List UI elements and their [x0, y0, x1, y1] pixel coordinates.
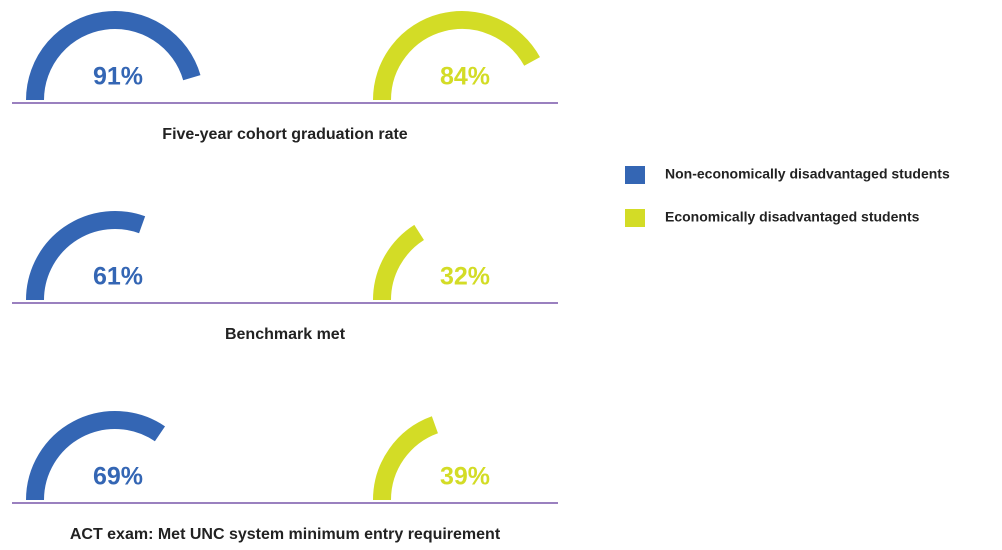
- gauge-arc: [373, 11, 540, 101]
- value-label: 84%: [440, 63, 490, 91]
- value-label: 32%: [440, 263, 490, 291]
- gauge-arc: [26, 211, 146, 301]
- value-label: 91%: [93, 63, 143, 91]
- legend-swatch: [625, 166, 645, 184]
- gauge-arc: [373, 416, 439, 501]
- value-label: 39%: [440, 463, 490, 491]
- gauge-arc: [26, 411, 166, 501]
- value-label: 61%: [93, 263, 143, 291]
- legend-label: Economically disadvantaged students: [665, 209, 920, 225]
- legend-label: Non-economically disadvantaged students: [665, 166, 950, 182]
- panel-title: Benchmark met: [225, 326, 346, 343]
- gauge-arc: [373, 224, 425, 301]
- legend-swatch: [625, 209, 645, 227]
- panel-title: Five-year cohort graduation rate: [162, 126, 407, 143]
- panel-title: ACT exam: Met UNC system minimum entry r…: [70, 526, 501, 543]
- gauge-arc: [26, 11, 201, 101]
- value-label: 69%: [93, 463, 143, 491]
